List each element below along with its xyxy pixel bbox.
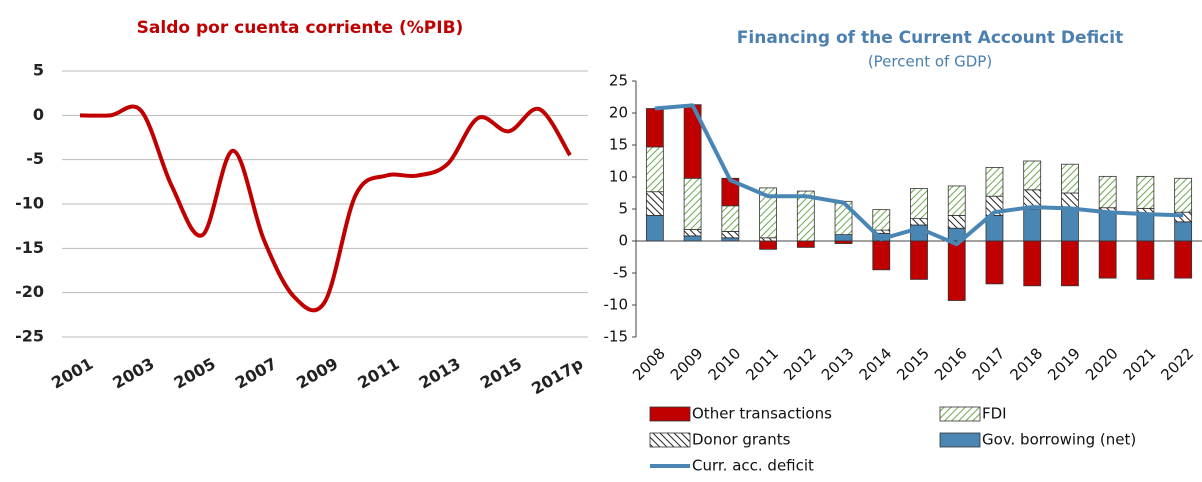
x-tick-label: 2005 [171,354,219,393]
bar-segment [721,205,740,232]
y-tick-label: 25 [609,72,628,90]
x-tick-label: 2010 [705,344,745,384]
bar-segment [985,240,1004,285]
bar-segment [645,108,664,148]
bar-segment [872,209,891,231]
y-tick-label: -20 [15,282,44,301]
y-tick-label: 0 [33,105,44,124]
bar-segment [910,240,928,280]
y-tick-label: -5 [26,149,44,168]
chart-title: Saldo por cuenta corriente (%PIB) [137,18,464,38]
x-tick-label: 2016 [931,344,971,384]
bar-segment [645,191,664,216]
bar-segment [1061,240,1079,287]
legend-label: Donor grants [692,431,791,449]
bar-segment [1098,240,1117,279]
x-tick-label: 2014 [856,344,896,384]
bar-segment [645,146,664,193]
bar-segment [1136,175,1155,209]
x-tick-label: 2009 [293,354,341,393]
y-tick-label: 20 [609,104,628,122]
x-tick-label: 2007 [232,354,280,393]
bar-segment [947,240,966,301]
y-tick-label: 0 [618,232,628,250]
bar-segment [683,235,702,242]
x-tick-label: 2017 [969,344,1009,384]
bar-segment [1174,240,1193,279]
y-tick-label: -15 [604,328,629,346]
bar-segment [1136,213,1155,242]
bar-segment [759,187,777,239]
x-tick-label: 2013 [416,354,464,393]
bar-segment [834,234,853,242]
bar-segment [1174,177,1193,213]
bar-segment [1098,175,1117,209]
x-tick-label: 2008 [629,344,669,384]
bar-segment [796,240,815,248]
legend-swatch [939,432,981,448]
legend-swatch [939,406,981,422]
bar-segment [1023,208,1042,242]
chart-title: Financing of the Current Account Deficit [737,28,1123,48]
y-tick-label: -25 [15,327,44,346]
x-tick-label: 2011 [742,344,782,384]
y-tick-label: -10 [604,296,629,314]
bar-segment [645,214,664,242]
x-tick-label: 2022 [1157,344,1197,384]
bar-segment [721,230,740,239]
bar-segment [1061,163,1079,194]
x-tick-label: 2013 [818,344,858,384]
y-tick-label: 10 [609,168,628,186]
bar-segment [947,185,966,216]
legend-swatch [649,406,691,422]
bar-segment [759,240,777,250]
bar-segment [910,188,928,220]
x-tick-label: 2003 [109,354,157,393]
bar-segment [872,240,891,271]
y-tick-label: -10 [15,194,44,213]
legend-label: Curr. acc. deficit [692,457,814,475]
y-tick-label: -15 [15,238,44,257]
x-tick-label: 2017p [528,354,586,398]
bar-segment [683,229,702,237]
chart-subtitle: (Percent of GDP) [868,53,992,71]
bar-segment [834,240,853,244]
x-tick-label: 2019 [1044,344,1084,384]
x-tick-label: 2011 [354,354,402,393]
x-tick-label: 2021 [1120,344,1160,384]
y-tick-label: 5 [618,200,628,218]
bar-segment [947,214,966,229]
bar-segment [1098,211,1117,242]
bar-segment [721,237,740,242]
x-tick-label: 2015 [477,354,525,393]
y-tick-label: 15 [609,136,628,154]
x-tick-label: 2001 [48,354,96,393]
legend-label: Other transactions [692,405,832,423]
legend-label: FDI [982,405,1007,423]
legend-swatch [649,432,691,448]
bar-segment [1023,240,1042,287]
bar-segment [759,237,777,242]
line-series [79,104,572,313]
bar-segment [1136,240,1155,280]
x-tick-label: 2015 [893,344,933,384]
x-tick-label: 2020 [1082,344,1122,384]
bar-segment [985,166,1004,197]
legend-label: Gov. borrowing (net) [982,431,1136,449]
x-tick-label: 2012 [780,344,820,384]
x-tick-label: 2009 [667,344,707,384]
bar-segment [1061,208,1079,242]
bar-segment [1023,160,1042,191]
bar-segment [1174,221,1193,242]
y-tick-label: 5 [33,61,44,80]
x-tick-label: 2018 [1006,344,1046,384]
bar-segment [910,218,928,226]
line-series [654,103,1184,247]
bar-segment [683,177,702,230]
y-tick-label: -5 [613,264,628,282]
